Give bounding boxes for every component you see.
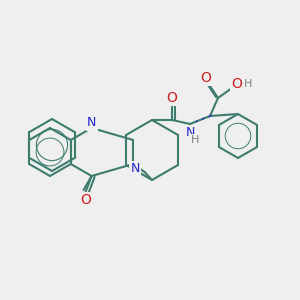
Text: H: H <box>244 79 252 89</box>
Text: N: N <box>87 116 96 130</box>
Text: O: O <box>232 77 242 91</box>
Text: O: O <box>167 91 177 105</box>
Text: N: N <box>130 163 140 176</box>
Text: N: N <box>185 127 195 140</box>
Text: H: H <box>191 135 199 145</box>
Text: O: O <box>80 193 91 207</box>
Text: O: O <box>201 71 212 85</box>
